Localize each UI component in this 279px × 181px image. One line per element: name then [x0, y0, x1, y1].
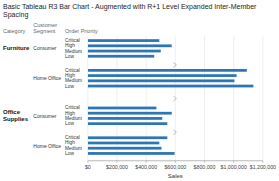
title: Basic Tableau R3 Bar Chart - Augmented w…: [3, 3, 257, 19]
gap-arrow: [173, 130, 176, 135]
priority-label: Low: [65, 121, 74, 126]
bar: [88, 136, 167, 139]
bar: [88, 79, 235, 82]
segment-label: Consumer: [33, 45, 56, 51]
x-axis-line: [88, 160, 263, 161]
priority-label: Low: [65, 84, 74, 89]
priority-label: Low: [65, 54, 74, 59]
tick-label: $1,200,000: [250, 164, 276, 170]
text-line: Office: [3, 109, 21, 115]
tick-label: $1,000,000: [221, 164, 247, 170]
header-segment: CustomerSegment: [33, 22, 57, 34]
bar: [88, 112, 172, 115]
x-axis-label: Sales: [168, 173, 183, 179]
bar: [88, 69, 247, 72]
grid-line: [233, 36, 234, 160]
bar: [88, 74, 237, 77]
bar: [88, 122, 167, 125]
priority-label: Low: [65, 151, 74, 156]
text-line: Segment: [33, 28, 55, 34]
gap-arrow: [173, 96, 176, 101]
bar: [88, 85, 254, 88]
category-label: Furniture: [3, 45, 30, 51]
tick-label: $200,000: [106, 164, 128, 170]
bar: [88, 152, 175, 155]
title-line: Spacing: [3, 11, 28, 19]
bar: [88, 50, 161, 53]
bar: [88, 44, 172, 47]
tick-label: $0: [85, 164, 91, 170]
segment-label: Home Office: [33, 143, 61, 149]
header-category: Category: [3, 28, 26, 34]
segment-label: Consumer: [33, 113, 56, 119]
grid-line: [204, 36, 205, 160]
bar: [88, 39, 159, 42]
title-line: Basic Tableau R3 Bar Chart - Augmented w…: [3, 3, 257, 11]
tick-label: $400,000: [135, 164, 157, 170]
bar: [88, 117, 162, 120]
bar: [88, 107, 157, 110]
bars: [88, 39, 254, 155]
text-line: Customer: [33, 22, 57, 28]
chart: Basic Tableau R3 Bar Chart - Augmented w…: [0, 0, 279, 181]
bar: [88, 147, 162, 150]
bar: [88, 142, 159, 145]
tick-label: $600,000: [164, 164, 186, 170]
header-priority: Order Priority: [65, 28, 98, 34]
grid-line: [262, 36, 263, 160]
tick-label: $800,000: [194, 164, 216, 170]
bar: [88, 55, 154, 58]
text-line: Supplies: [3, 116, 29, 122]
segment-label: Home Office: [33, 75, 61, 81]
gap-arrow: [173, 62, 176, 67]
category-label: OfficeSupplies: [3, 109, 29, 122]
